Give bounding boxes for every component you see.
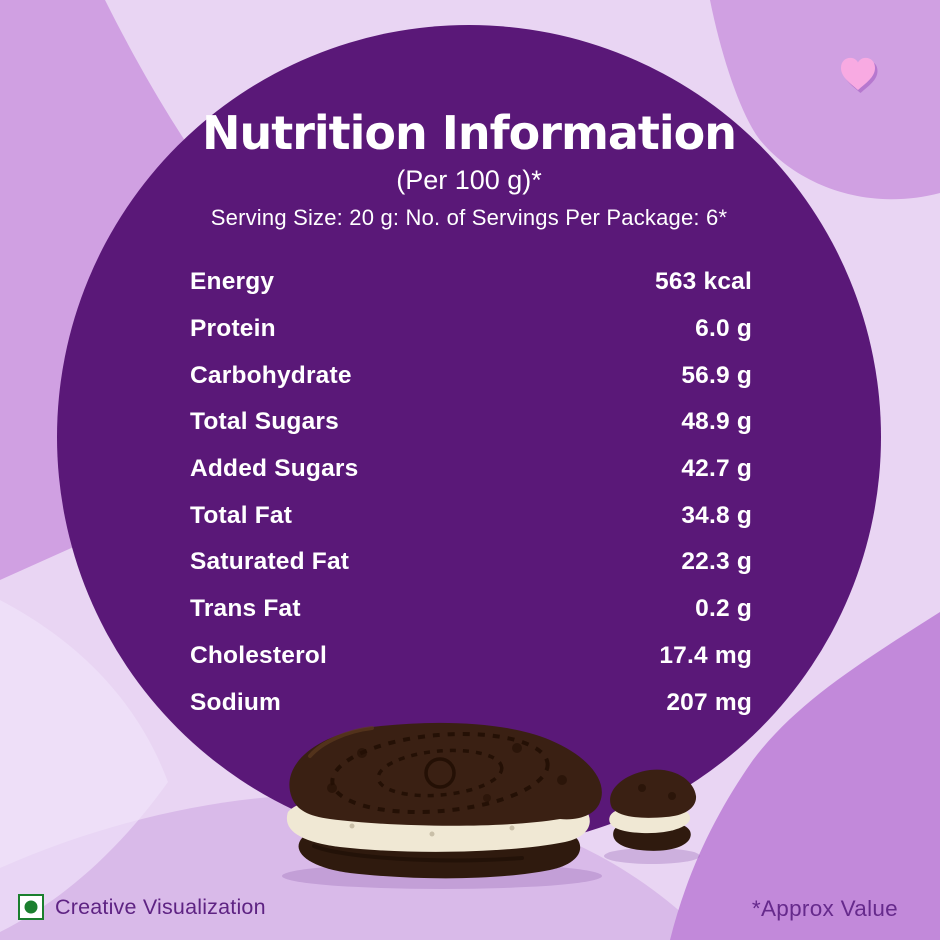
nutrition-panel: Nutrition Information (Per 100 g)* Servi… — [57, 25, 881, 849]
nutrient-label: Total Sugars — [190, 408, 339, 436]
nutrient-value: 42.7 g — [681, 455, 752, 483]
nutrient-value: 48.9 g — [681, 408, 752, 436]
table-row: Trans Fat 0.2 g — [190, 586, 752, 633]
approx-value-note: *Approx Value — [751, 896, 898, 921]
nutrient-value: 56.9 g — [681, 361, 752, 389]
creative-visualization-note: Creative Visualization — [55, 894, 266, 919]
table-row: Carbohydrate 56.9 g — [190, 352, 752, 399]
table-row: Sodium 207 mg — [190, 679, 752, 726]
nutrient-label: Sodium — [190, 688, 282, 716]
nutrient-label: Added Sugars — [190, 455, 359, 483]
nutrient-value: 207 mg — [666, 688, 752, 716]
nutrient-label: Carbohydrate — [190, 361, 352, 389]
table-row: Total Sugars 48.9 g — [190, 399, 752, 446]
nutrition-rows: Energy 563 kcal Protein 6.0 g Carbohydra… — [190, 259, 752, 726]
table-row: Total Fat 34.8 g — [190, 492, 752, 539]
heart-icon — [841, 57, 878, 93]
table-row: Energy 563 kcal — [190, 259, 752, 306]
table-row: Cholesterol 17.4 mg — [190, 633, 752, 680]
nutrient-label: Total Fat — [190, 501, 293, 529]
cookie-image — [282, 722, 700, 889]
nutrient-value: 34.8 g — [681, 501, 752, 529]
nutrient-label: Energy — [190, 268, 275, 296]
footer-left: Creative Visualization — [18, 894, 266, 920]
nutrient-label: Trans Fat — [190, 595, 301, 623]
table-row: Protein 6.0 g — [190, 306, 752, 353]
per-quantity-subtitle: (Per 100 g)* — [396, 165, 542, 196]
table-row: Added Sugars 42.7 g — [190, 446, 752, 493]
veg-mark-icon — [18, 894, 44, 920]
nutrient-label: Saturated Fat — [190, 548, 350, 576]
nutrient-value: 17.4 mg — [659, 641, 752, 669]
table-row: Saturated Fat 22.3 g — [190, 539, 752, 586]
nutrient-value: 22.3 g — [681, 548, 752, 576]
nutrient-value: 0.2 g — [695, 595, 752, 623]
nutrient-label: Protein — [190, 315, 276, 343]
nutrient-value: 563 kcal — [655, 268, 752, 296]
serving-info: Serving Size: 20 g: No. of Servings Per … — [210, 205, 728, 231]
nutrient-label: Cholesterol — [190, 641, 327, 669]
panel-title: Nutrition Information — [201, 106, 737, 160]
nutrient-value: 6.0 g — [695, 315, 752, 343]
